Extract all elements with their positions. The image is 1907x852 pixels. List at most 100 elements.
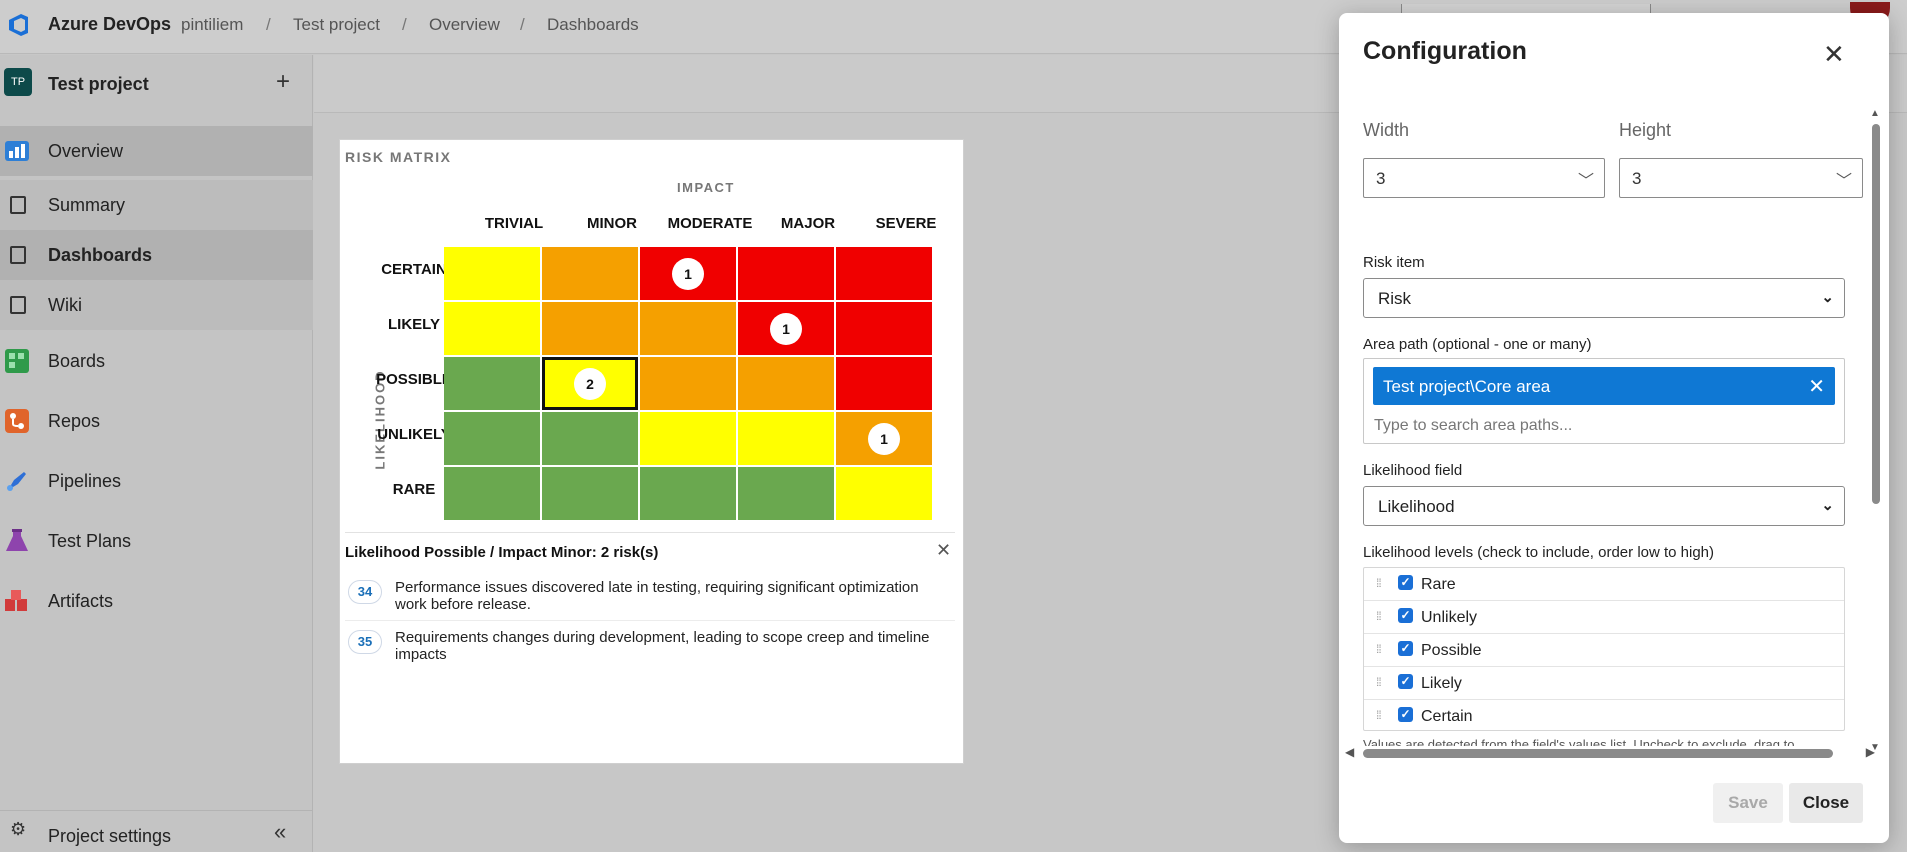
risk-id-badge[interactable]: 34 (348, 580, 382, 604)
breadcrumb-organization[interactable]: pintiliem (181, 15, 244, 34)
matrix-cell[interactable]: 1 (836, 412, 932, 465)
matrix-cell[interactable] (542, 302, 638, 355)
scroll-right-icon[interactable]: ▶ (1865, 745, 1875, 759)
matrix-cell[interactable]: 1 (640, 247, 736, 300)
matrix-cell[interactable] (738, 357, 834, 410)
sidebar-item-project-settings[interactable]: ⚙ Project settings « (0, 810, 313, 850)
chevron-down-icon: ⌄ (1821, 497, 1834, 514)
matrix-cell[interactable] (542, 467, 638, 520)
list-item[interactable]: ⁞⁞ ✓ Unlikely (1364, 601, 1844, 634)
scrollbar-thumb[interactable] (1872, 124, 1880, 504)
project-name[interactable]: Test project (48, 74, 149, 94)
area-path-tag[interactable]: Test project\Core area ✕ (1373, 367, 1835, 405)
breadcrumb-overview[interactable]: Overview (429, 15, 500, 34)
height-select[interactable]: 3 ﹀ (1619, 158, 1863, 198)
pipelines-icon (7, 472, 26, 491)
matrix-cell[interactable] (738, 412, 834, 465)
brand-name[interactable]: Azure DevOps (48, 14, 172, 34)
width-value: 3 (1376, 169, 1386, 188)
row-header: RARE (392, 481, 436, 498)
matrix-cell[interactable] (640, 357, 736, 410)
level-label: Unlikely (1421, 609, 1478, 626)
collapse-sidebar-icon[interactable]: « (274, 819, 287, 844)
matrix-cell[interactable] (738, 247, 834, 300)
scrollbar-thumb[interactable] (1363, 749, 1833, 758)
list-item[interactable]: ⁞⁞ ✓ Certain (1364, 700, 1844, 730)
sidebar-item-overview[interactable]: Overview (0, 126, 313, 176)
area-path-search-input[interactable]: Type to search area paths... (1374, 417, 1573, 434)
risk-item-select[interactable]: Risk ⌄ (1363, 278, 1845, 318)
matrix-cell[interactable] (836, 302, 932, 355)
widget-title: RISK MATRIX (345, 149, 452, 165)
sidebar-item-test-plans[interactable]: Test Plans (0, 516, 313, 566)
risk-matrix-widget: RISK MATRIX IMPACT LIKELIHOOD TRIVIAL MI… (339, 139, 964, 764)
breadcrumb-dashboards[interactable]: Dashboards (547, 15, 639, 34)
sidebar-item-summary[interactable]: Summary (0, 180, 313, 230)
breadcrumb-project[interactable]: Test project (293, 15, 380, 34)
matrix-cell[interactable] (836, 357, 932, 410)
sidebar-item-wiki[interactable]: Wiki (0, 280, 313, 330)
remove-tag-icon[interactable]: ✕ (1808, 376, 1825, 398)
drag-handle-icon[interactable]: ⁞⁞ (1376, 576, 1382, 590)
risk-count-badge: 2 (574, 367, 606, 400)
matrix-cell[interactable] (640, 302, 736, 355)
project-avatar[interactable]: TP (4, 68, 32, 96)
matrix-cell[interactable] (542, 247, 638, 300)
drag-handle-icon[interactable]: ⁞⁞ (1376, 675, 1382, 689)
level-checkbox[interactable]: ✓ (1398, 707, 1413, 722)
likelihood-field-select[interactable]: Likelihood ⌄ (1363, 486, 1845, 526)
sidebar-item-label: Overview (48, 141, 124, 161)
save-button[interactable]: Save (1713, 783, 1783, 823)
matrix-cell[interactable] (444, 302, 540, 355)
column-header: TRIVIAL (484, 215, 544, 232)
list-item[interactable]: ⁞⁞ ✓ Possible (1364, 634, 1844, 667)
matrix-cell[interactable] (836, 247, 932, 300)
matrix-cell[interactable] (444, 467, 540, 520)
sidebar-item-dashboards[interactable]: Dashboards (0, 230, 313, 280)
drag-handle-icon[interactable]: ⁞⁞ (1376, 708, 1382, 722)
sidebar-item-boards[interactable]: Boards (0, 336, 313, 386)
risk-item-value: Risk (1378, 289, 1412, 308)
matrix-cell[interactable] (444, 247, 540, 300)
matrix-cell[interactable] (836, 467, 932, 520)
matrix-cell[interactable] (640, 412, 736, 465)
matrix-cell[interactable] (738, 467, 834, 520)
list-item[interactable]: ⁞⁞ ✓ Rare (1364, 568, 1844, 601)
level-label: Rare (1421, 576, 1456, 593)
row-header: UNLIKELY (377, 426, 451, 443)
matrix-cell[interactable]: 1 (738, 302, 834, 355)
width-select[interactable]: 3 ﹀ (1363, 158, 1605, 198)
sidebar-item-pipelines[interactable]: Pipelines (0, 456, 313, 506)
close-icon[interactable]: ✕ (1823, 39, 1845, 69)
close-icon[interactable]: ✕ (936, 540, 952, 560)
sidebar-item-label: Repos (48, 411, 101, 431)
vertical-scrollbar[interactable]: ▲ ▼ (1870, 108, 1882, 753)
close-button[interactable]: Close (1789, 783, 1863, 823)
level-checkbox[interactable]: ✓ (1398, 674, 1413, 689)
level-checkbox[interactable]: ✓ (1398, 608, 1413, 623)
matrix-cell[interactable] (640, 467, 736, 520)
risk-description: Requirements changes during development,… (395, 629, 930, 663)
sidebar-item-repos[interactable]: Repos (0, 396, 313, 446)
matrix-cell[interactable] (444, 412, 540, 465)
level-checkbox[interactable]: ✓ (1398, 575, 1413, 590)
risk-id-badge[interactable]: 35 (348, 630, 382, 654)
drag-handle-icon[interactable]: ⁞⁞ (1376, 609, 1382, 623)
scroll-up-icon[interactable]: ▲ (1870, 108, 1880, 119)
scroll-left-icon[interactable]: ◀ (1345, 745, 1355, 759)
level-checkbox[interactable]: ✓ (1398, 641, 1413, 656)
area-path-picker[interactable]: Test project\Core area ✕ Type to search … (1363, 358, 1845, 444)
matrix-cell[interactable] (542, 412, 638, 465)
matrix-cell[interactable]: 2 (542, 357, 638, 410)
add-icon[interactable]: + (276, 68, 291, 95)
risk-description: Performance issues discovered late in te… (395, 579, 919, 613)
scroll-down-icon[interactable]: ▼ (1870, 742, 1880, 753)
matrix-cell[interactable] (444, 357, 540, 410)
overview-icon (5, 141, 29, 161)
divider (345, 532, 955, 533)
azure-devops-logo-icon[interactable] (6, 12, 32, 38)
drag-handle-icon[interactable]: ⁞⁞ (1376, 642, 1382, 656)
sidebar-item-artifacts[interactable]: Artifacts (0, 576, 313, 626)
list-item[interactable]: ⁞⁞ ✓ Likely (1364, 667, 1844, 700)
horizontal-scrollbar[interactable]: ◀ ▶ (1345, 745, 1875, 761)
